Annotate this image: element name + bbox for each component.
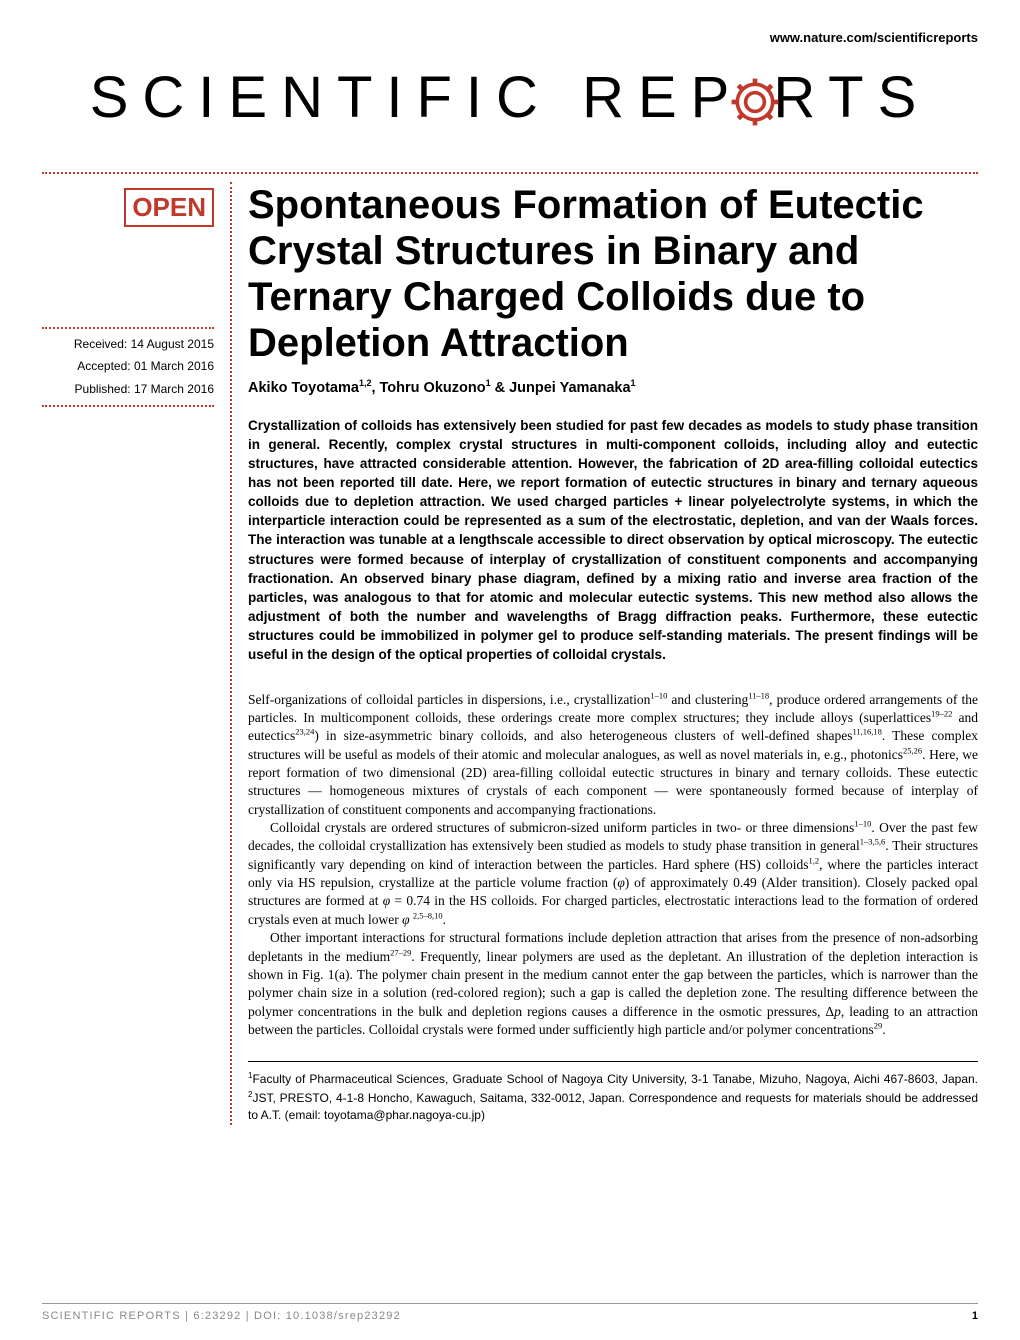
footer-citation: SCIENTIFIC REPORTS | 6:23292 | DOI: 10.1…: [42, 1310, 401, 1322]
article-body: Self-organizations of colloidal particle…: [248, 691, 978, 1040]
article-abstract: Crystallization of colloids has extensiv…: [248, 416, 978, 665]
article-title: Spontaneous Formation of Eutectic Crysta…: [248, 182, 978, 366]
published-value: 17 March 2016: [134, 382, 214, 396]
main-column: Spontaneous Formation of Eutectic Crysta…: [230, 182, 978, 1125]
accepted-label: Accepted:: [77, 359, 130, 373]
accepted-value: 01 March 2016: [134, 359, 214, 373]
body-paragraph: Colloidal crystals are ordered structure…: [248, 819, 978, 929]
body-paragraph: Other important interactions for structu…: [248, 929, 978, 1039]
body-paragraph: Self-organizations of colloidal particle…: [248, 691, 978, 820]
footer-page-number: 1: [972, 1310, 978, 1322]
journal-name-part2: REP: [582, 65, 743, 130]
page: www.nature.com/scientificreports SCIENTI…: [0, 0, 1020, 1340]
page-footer: SCIENTIFIC REPORTS | 6:23292 | DOI: 10.1…: [42, 1303, 978, 1322]
article-authors: Akiko Toyotama1,2, Tohru Okuzono1 & Junp…: [248, 378, 978, 396]
published-row: Published: 17 March 2016: [42, 378, 214, 401]
left-column: OPEN Received: 14 August 2015 Accepted: …: [42, 182, 214, 1125]
article-affiliations: 1Faculty of Pharmaceutical Sciences, Gra…: [248, 1061, 978, 1124]
article-dates: Received: 14 August 2015 Accepted: 01 Ma…: [42, 327, 214, 407]
journal-logo: SCIENTIFIC REPRTS: [42, 69, 978, 128]
received-value: 14 August 2015: [131, 337, 214, 351]
dotted-rule-top: [42, 172, 978, 174]
content-grid: OPEN Received: 14 August 2015 Accepted: …: [42, 182, 978, 1125]
journal-name-part1: SCIENTIFIC: [90, 65, 552, 130]
open-access-badge: OPEN: [124, 188, 214, 227]
header-url[interactable]: www.nature.com/scientificreports: [42, 30, 978, 45]
gear-icon: [729, 76, 781, 128]
journal-name-part3: RTS: [773, 65, 930, 130]
received-row: Received: 14 August 2015: [42, 333, 214, 356]
accepted-row: Accepted: 01 March 2016: [42, 355, 214, 378]
published-label: Published:: [75, 382, 131, 396]
received-label: Received:: [74, 337, 127, 351]
